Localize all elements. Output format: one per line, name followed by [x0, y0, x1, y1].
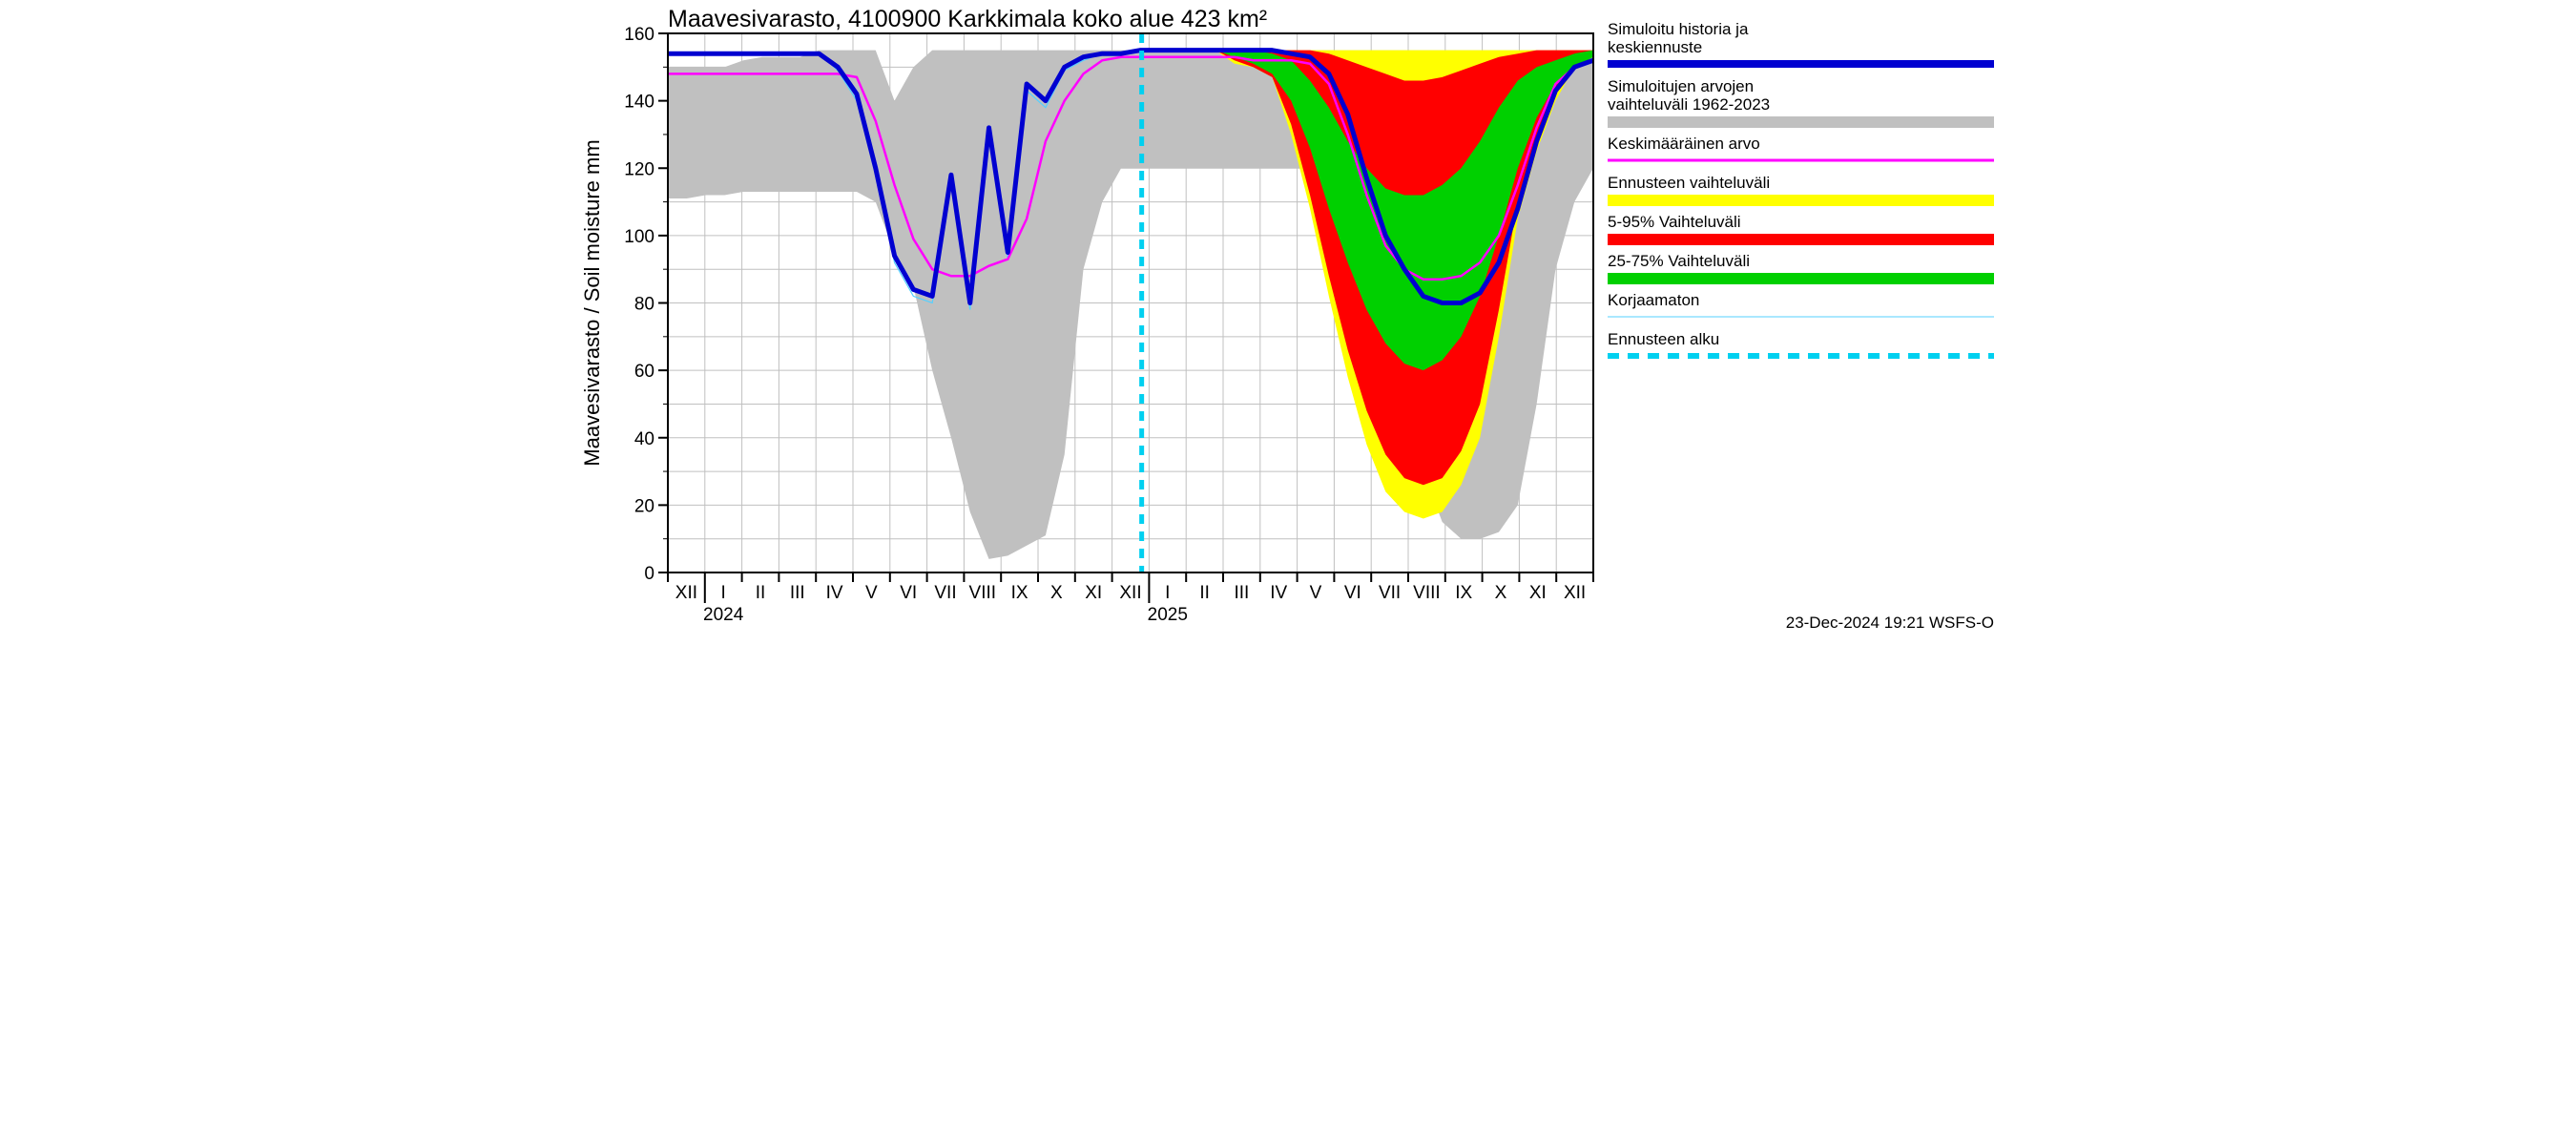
x-month-label: VI [1344, 583, 1361, 603]
x-month-label: XII [675, 583, 697, 603]
x-month-label: V [865, 583, 878, 603]
legend-label: Ennusteen vaihteluväli [1608, 174, 1770, 192]
legend-label: Ennusteen alku [1608, 330, 1719, 348]
x-month-label: II [756, 583, 766, 603]
legend-swatch [1608, 234, 1994, 245]
x-month-label: III [790, 583, 805, 603]
x-month-label: XII [1564, 583, 1586, 603]
x-month-label: IV [1270, 583, 1287, 603]
x-month-label: IV [826, 583, 843, 603]
y-tick-label: 80 [634, 295, 654, 315]
credits-text: 23-Dec-2024 19:21 WSFS-O [1786, 614, 1994, 632]
legend-label: 5-95% Vaihteluväli [1608, 213, 1741, 231]
x-year-label: 2025 [1148, 605, 1188, 625]
x-month-label: IX [1011, 583, 1028, 603]
y-axis-label: Maavesivarasto / Soil moisture mm [580, 139, 604, 466]
y-tick-label: 60 [634, 362, 654, 382]
y-tick-label: 160 [624, 25, 654, 45]
y-tick-label: 40 [634, 429, 654, 449]
y-tick-label: 140 [624, 93, 654, 113]
legend-swatch [1608, 195, 1994, 206]
x-month-label: V [1310, 583, 1322, 603]
x-month-label: III [1234, 583, 1249, 603]
x-month-label: XI [1529, 583, 1547, 603]
legend-swatch [1608, 116, 1994, 128]
y-tick-label: 100 [624, 227, 654, 247]
x-month-label: VI [900, 583, 917, 603]
legend-label: keskiennuste [1608, 38, 1702, 56]
legend-label: Korjaamaton [1608, 291, 1699, 309]
y-tick-label: 120 [624, 159, 654, 179]
legend-label: Simuloitu historia ja [1608, 20, 1749, 38]
x-month-label: I [721, 583, 726, 603]
x-month-label: IX [1455, 583, 1472, 603]
x-month-label: VII [934, 583, 956, 603]
x-month-label: II [1199, 583, 1210, 603]
y-tick-label: 20 [634, 496, 654, 516]
legend-label: Keskimääräinen arvo [1608, 135, 1760, 153]
legend-label: vaihteluväli 1962-2023 [1608, 95, 1770, 114]
x-month-label: VIII [1413, 583, 1441, 603]
x-month-label: XII [1119, 583, 1141, 603]
legend-label: 25-75% Vaihteluväli [1608, 252, 1750, 270]
x-year-label: 2024 [703, 605, 744, 625]
legend-label: Simuloitujen arvojen [1608, 77, 1754, 95]
y-tick-label: 0 [644, 564, 654, 584]
x-month-label: VII [1379, 583, 1401, 603]
x-month-label: X [1050, 583, 1063, 603]
x-month-label: X [1495, 583, 1507, 603]
chart-title: Maavesivarasto, 4100900 Karkkimala koko … [668, 6, 1267, 32]
x-month-label: I [1165, 583, 1170, 603]
legend-swatch [1608, 273, 1994, 284]
x-month-label: VIII [969, 583, 997, 603]
x-month-label: XI [1085, 583, 1102, 603]
